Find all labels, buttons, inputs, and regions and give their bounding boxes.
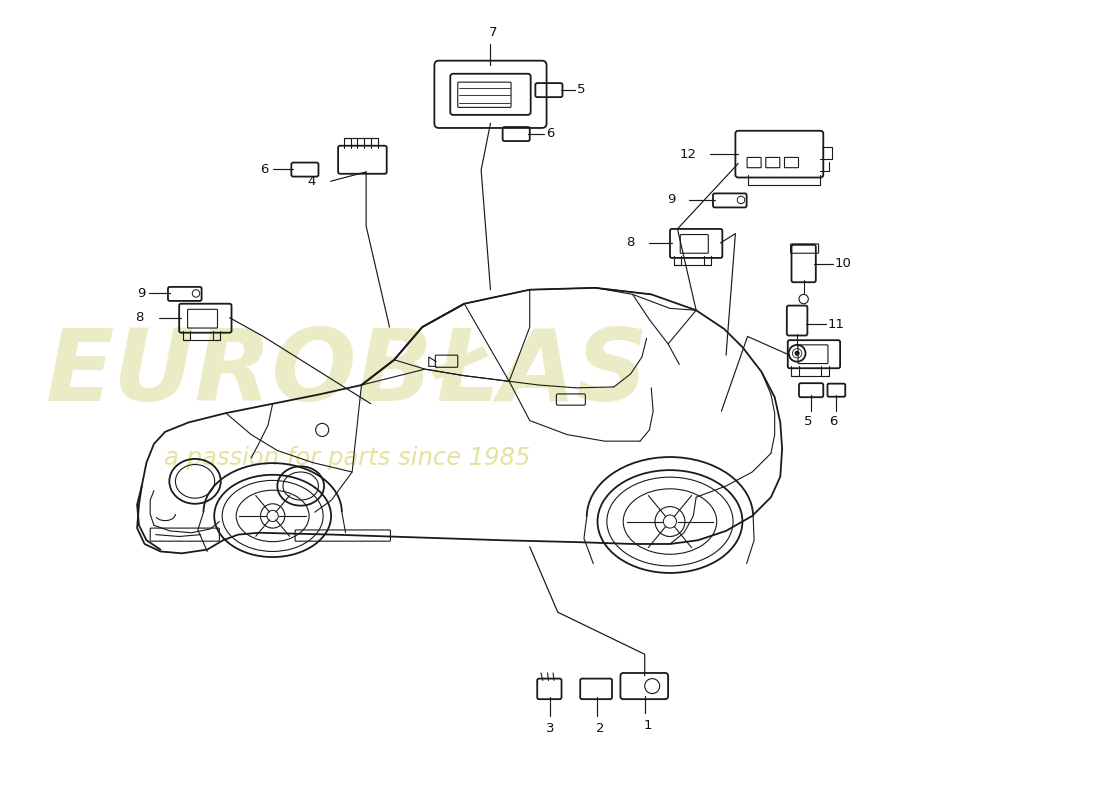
Text: EUROBŁAS: EUROBŁAS xyxy=(46,326,649,422)
Text: 6: 6 xyxy=(261,162,268,176)
Text: 1: 1 xyxy=(644,718,652,732)
Text: 8: 8 xyxy=(135,311,144,324)
Text: 6: 6 xyxy=(829,415,838,428)
Text: 5: 5 xyxy=(804,415,813,428)
Text: 6: 6 xyxy=(547,127,554,140)
Text: 2: 2 xyxy=(595,722,604,734)
Text: 8: 8 xyxy=(626,237,635,250)
Text: 3: 3 xyxy=(546,722,554,734)
Text: 9: 9 xyxy=(138,287,145,300)
Text: 7: 7 xyxy=(490,26,497,39)
Text: 11: 11 xyxy=(828,318,845,330)
Circle shape xyxy=(795,351,799,355)
Text: 4: 4 xyxy=(307,174,316,188)
Text: a passion for parts since 1985: a passion for parts since 1985 xyxy=(164,446,530,470)
Text: 10: 10 xyxy=(835,257,851,270)
Text: 9: 9 xyxy=(668,194,675,206)
Text: 5: 5 xyxy=(578,83,586,96)
Text: 12: 12 xyxy=(679,148,696,161)
